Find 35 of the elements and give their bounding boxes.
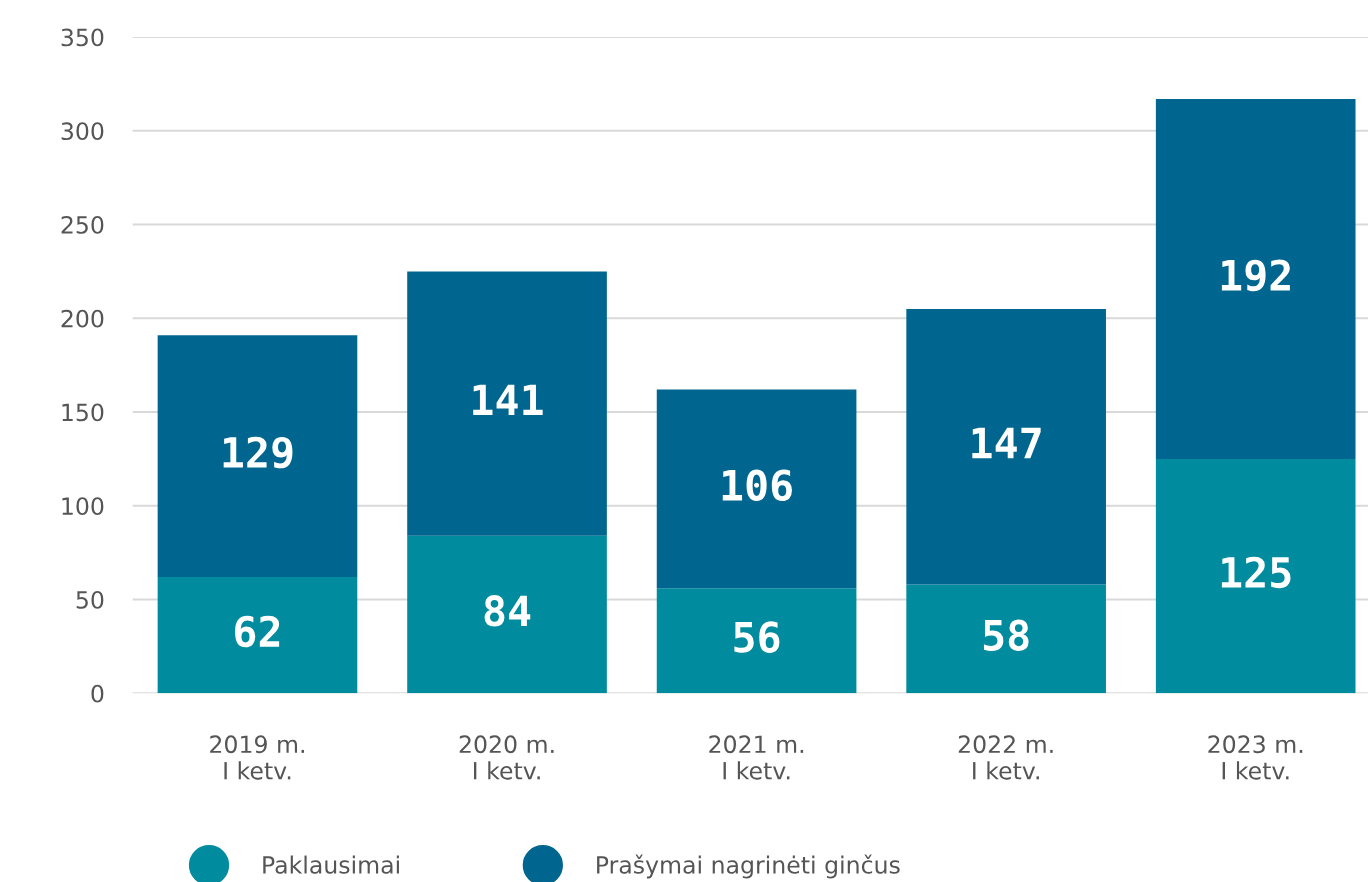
y-tick-label: 150 <box>62 403 104 422</box>
bar <box>1155 98 1356 459</box>
data-label: 62 <box>235 615 280 648</box>
bar <box>407 271 607 536</box>
y-tick-label: 350 <box>61 28 104 47</box>
bar <box>656 389 857 589</box>
x-tick-label: 2019 m. I ketv. <box>210 735 304 780</box>
legend-label: Prašymai nagrinėti ginčus <box>597 854 900 879</box>
data-label: 129 <box>223 436 293 469</box>
x-tick-label: 2022 m. I ketv. <box>958 735 1053 780</box>
y-tick-label: 300 <box>61 122 104 141</box>
bar <box>157 577 358 694</box>
bar <box>407 535 607 694</box>
bar <box>906 584 1106 694</box>
bar <box>656 588 857 694</box>
y-tick-label: 0 <box>91 684 104 703</box>
bar <box>1155 458 1356 694</box>
x-tick-label: 2020 m. I ketv. <box>459 735 554 780</box>
data-label: 58 <box>983 619 1029 651</box>
y-tick-label: 200 <box>61 309 104 328</box>
x-tick-label: 2021 m. I ketv. <box>709 735 804 780</box>
data-label: 147 <box>972 427 1041 459</box>
bar <box>157 335 358 578</box>
y-tick-label: 50 <box>76 590 104 609</box>
data-label: 106 <box>722 469 792 502</box>
x-tick-label: 2023 m. I ketv. <box>1208 735 1303 780</box>
data-label: 192 <box>1221 259 1290 292</box>
data-label: 84 <box>484 595 531 627</box>
legend-label: Paklausimai <box>263 855 399 874</box>
data-label: 56 <box>734 621 780 653</box>
data-label: 141 <box>473 384 543 416</box>
y-tick-label: 250 <box>61 215 104 234</box>
y-tick-label: 100 <box>62 497 104 516</box>
data-label: 125 <box>1221 556 1291 589</box>
bar <box>906 308 1106 585</box>
